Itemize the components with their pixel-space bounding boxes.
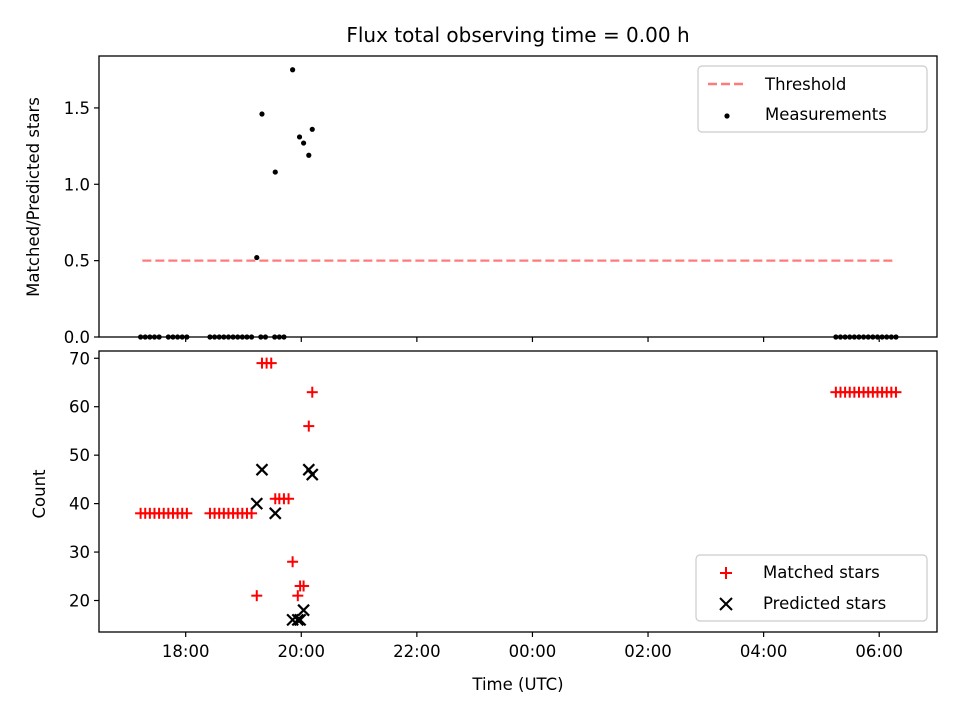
top-y-tick-label: 1.0 bbox=[64, 175, 90, 194]
measurements-point bbox=[300, 140, 307, 146]
bottom-x-tick-label: 00:00 bbox=[509, 642, 557, 661]
bottom-x-tick-label: 04:00 bbox=[740, 642, 788, 661]
matched-stars-point bbox=[287, 556, 299, 568]
matched-stars-point bbox=[890, 386, 902, 398]
bottom-legend: Matched stars Predicted stars bbox=[695, 554, 928, 622]
top-legend-box bbox=[697, 65, 928, 133]
measurements-point bbox=[290, 67, 296, 73]
measurements-point bbox=[306, 152, 312, 158]
bottom-x-tick-label: 20:00 bbox=[277, 642, 325, 661]
legend-matched-swatch bbox=[720, 567, 732, 579]
legend-matched-label: Matched stars bbox=[763, 563, 880, 582]
measurements-point bbox=[296, 134, 303, 140]
bottom-y-tick-label: 40 bbox=[69, 495, 90, 514]
matched-stars-point bbox=[251, 590, 263, 602]
matched-stars-point bbox=[283, 493, 295, 505]
top-legend: Threshold Measurements bbox=[697, 65, 928, 133]
top-axes-frame bbox=[98, 55, 938, 338]
measurements-point bbox=[272, 169, 278, 175]
matched-stars-point bbox=[292, 590, 304, 602]
predicted-stars-point bbox=[297, 603, 310, 617]
bottom-x-tick-label: 02:00 bbox=[624, 642, 672, 661]
predicted-stars-point bbox=[291, 613, 305, 627]
bottom-plot-area bbox=[135, 357, 902, 627]
bottom-x-axis-label: Time (UTC) bbox=[471, 675, 563, 694]
bottom-y-ticks: 20 30 40 50 60 70 bbox=[69, 349, 99, 611]
top-y-tick-label: 0.5 bbox=[64, 252, 90, 271]
bottom-y-tick-label: 20 bbox=[69, 592, 90, 611]
predicted-stars-point bbox=[250, 497, 264, 510]
legend-predicted-swatch bbox=[719, 597, 733, 611]
legend-measurements-swatch bbox=[724, 113, 730, 119]
predicted-stars-point bbox=[293, 613, 307, 627]
measurements-point bbox=[254, 254, 260, 261]
bottom-y-tick-label: 60 bbox=[69, 398, 90, 417]
bottom-x-ticks: 18:00 20:00 22:00 00:00 02:00 04:00 06:00 bbox=[162, 632, 903, 661]
top-y-tick-label: 1.5 bbox=[64, 99, 90, 118]
legend-predicted-label: Predicted stars bbox=[763, 594, 886, 613]
legend-measurements-label: Measurements bbox=[765, 105, 887, 124]
bottom-legend-box bbox=[695, 554, 928, 622]
predicted-stars-point bbox=[268, 507, 282, 520]
top-y-ticks: 0.0 0.5 1.0 1.5 bbox=[64, 99, 99, 347]
predicted-stars-point bbox=[305, 468, 319, 481]
matched-stars-point bbox=[246, 507, 258, 519]
bottom-x-tick-label: 18:00 bbox=[162, 642, 210, 661]
matched-stars-point bbox=[303, 420, 315, 432]
bottom-x-tick-label: 06:00 bbox=[855, 642, 903, 661]
top-y-axis-label: Matched/Predicted stars bbox=[24, 97, 43, 297]
matched-stars-point bbox=[298, 580, 310, 592]
matched-stars-point bbox=[306, 386, 318, 398]
matched-stars-point bbox=[265, 357, 277, 369]
predicted-stars-point bbox=[255, 463, 269, 476]
top-y-tick-label: 0.0 bbox=[64, 328, 90, 347]
bottom-y-tick-label: 30 bbox=[69, 543, 90, 562]
measurements-point bbox=[259, 111, 265, 117]
legend-threshold-label: Threshold bbox=[764, 75, 846, 94]
matched-stars-point bbox=[181, 507, 193, 519]
bottom-y-tick-label: 50 bbox=[69, 446, 90, 465]
top-chart-title: Flux total observing time = 0.00 h bbox=[346, 23, 689, 47]
bottom-x-tick-label: 22:00 bbox=[393, 642, 441, 661]
bottom-y-tick-label: 70 bbox=[69, 349, 90, 368]
bottom-axes-frame bbox=[98, 350, 938, 633]
bottom-y-axis-label: Count bbox=[30, 469, 49, 519]
measurements-point bbox=[309, 126, 315, 132]
